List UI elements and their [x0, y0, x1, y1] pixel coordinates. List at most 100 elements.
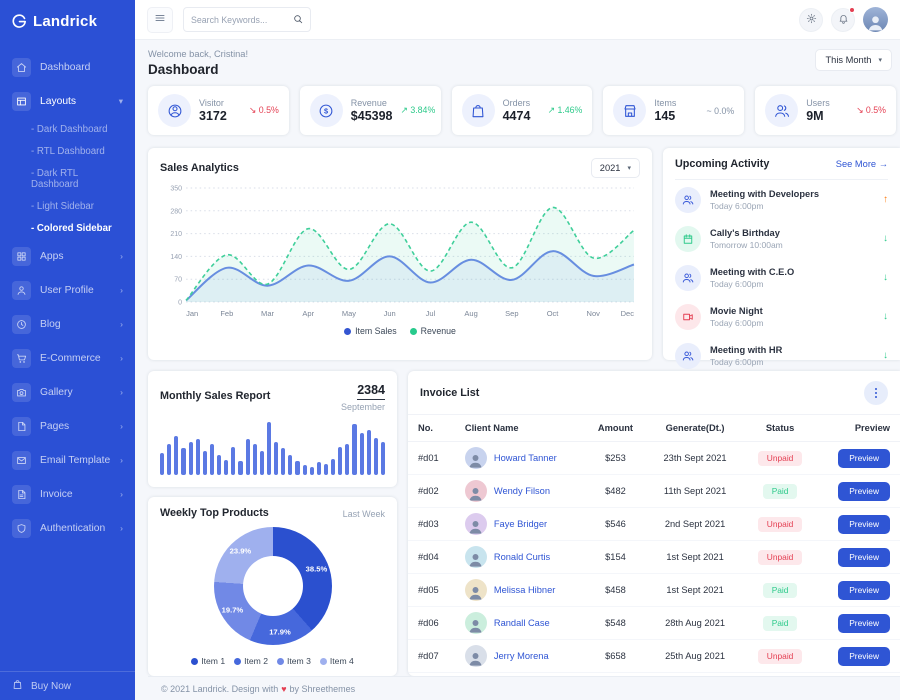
arrow-down-icon: ↓: [883, 311, 888, 322]
preview-button[interactable]: Preview: [838, 580, 890, 600]
activity-item[interactable]: Meeting with HR Today 6:00pm ↓: [675, 336, 888, 375]
activity-list: Meeting with Developers Today 6:00pm ↑ Call…: [675, 180, 888, 375]
legend-item: Revenue: [409, 326, 456, 336]
donut-slice-label: 19.7%: [221, 605, 244, 615]
sidebar-item-e-commerce[interactable]: E-Commerce ›: [0, 341, 135, 375]
stat-label: Items: [654, 98, 677, 108]
svg-text:$: $: [324, 106, 328, 115]
preview-button[interactable]: Preview: [838, 613, 890, 633]
preview-button[interactable]: Preview: [838, 547, 890, 567]
sidebar-item-apps[interactable]: Apps ›: [0, 239, 135, 273]
client-link[interactable]: Faye Bridger: [464, 513, 574, 535]
sidebar-item-email-template[interactable]: Email Template ›: [0, 443, 135, 477]
sales-bar: [167, 443, 172, 475]
preview-button[interactable]: Preview: [838, 646, 890, 666]
invoice-menu-button[interactable]: [864, 381, 888, 405]
legend-item: Item 2: [234, 656, 268, 666]
bell-icon: [838, 11, 849, 29]
activity-item[interactable]: Movie Night Today 6:00pm ↓: [675, 297, 888, 336]
sales-bar: [380, 441, 385, 475]
menu-icon: [154, 11, 166, 29]
status-badge: Unpaid: [757, 516, 803, 532]
sidebar-item-invoice[interactable]: Invoice ›: [0, 477, 135, 511]
svg-text:Feb: Feb: [220, 309, 233, 318]
sidebar-subitem-light-sidebar[interactable]: Light Sidebar: [0, 195, 135, 217]
period-select[interactable]: This Month ▾: [815, 49, 892, 71]
sales-bar: [181, 448, 186, 475]
upcoming-activity-card: Upcoming Activity See More → Meeting wit…: [663, 148, 900, 369]
sidebar-item-authentication[interactable]: Authentication ›: [0, 511, 135, 545]
stat-value: $45398: [350, 109, 393, 123]
sidebar-item-user-profile[interactable]: User Profile ›: [0, 273, 135, 307]
dashboard-content: Welcome back, Cristina! Dashboard This M…: [135, 40, 900, 700]
legend-item: Item 4: [319, 656, 354, 666]
buy-now-label: Buy Now: [31, 680, 72, 692]
activity-item[interactable]: Meeting with Developers Today 6:00pm ↑: [675, 180, 888, 219]
svg-text:Dec: Dec: [621, 309, 635, 318]
status-badge: Paid: [762, 582, 798, 598]
sidebar-item-dashboard[interactable]: Dashboard: [0, 50, 135, 84]
left-column: Monthly Sales Report 2384 September Week…: [148, 371, 397, 676]
notifications-button[interactable]: [831, 6, 855, 32]
see-more-link[interactable]: See More →: [835, 159, 888, 169]
column-header: Client Name: [454, 414, 584, 442]
activity-item[interactable]: Meeting with C.E.O Today 6:00pm ↓: [675, 258, 888, 297]
search-icon[interactable]: [293, 11, 303, 29]
client-link[interactable]: Randall Case: [464, 612, 574, 634]
client-link[interactable]: Jerry Morena: [464, 645, 574, 667]
svg-text:Jul: Jul: [426, 309, 436, 318]
settings-button[interactable]: [799, 7, 823, 32]
mail-icon: [17, 456, 26, 464]
svg-text:Oct: Oct: [547, 309, 560, 318]
client-link[interactable]: Howard Tanner: [464, 447, 574, 469]
heart-icon: ♥: [281, 683, 287, 694]
preview-button[interactable]: Preview: [838, 448, 890, 468]
sales-bar: [224, 459, 229, 475]
notification-badge: [849, 6, 855, 13]
sidebar-subitem-rtl-dashboard[interactable]: RTL Dashboard: [0, 140, 135, 162]
svg-text:Sep: Sep: [505, 309, 518, 318]
sidebar-item-blog[interactable]: Blog ›: [0, 307, 135, 341]
invoice-date: 25th Aug 2021: [647, 639, 743, 673]
invoice-amount: $546: [583, 507, 648, 541]
svg-text:70: 70: [174, 277, 182, 284]
stat-label: Users: [806, 98, 830, 108]
client-link[interactable]: Ronald Curtis: [464, 546, 574, 568]
search-input[interactable]: [191, 14, 289, 25]
sidebar-subitem-colored-sidebar[interactable]: Colored Sidebar: [0, 217, 135, 239]
sales-bar: [302, 465, 307, 475]
stat-label: Visitor: [199, 98, 224, 108]
activity-item[interactable]: Cally's Birthday Tomorrow 10:00am ↓: [675, 219, 888, 258]
chevron-right-icon: ›: [120, 319, 123, 329]
sidebar-item-gallery[interactable]: Gallery ›: [0, 375, 135, 409]
client-link[interactable]: Wendy Filson: [464, 480, 574, 502]
layout-icon: [17, 97, 26, 105]
preview-button[interactable]: Preview: [838, 481, 890, 501]
arrow-down-icon: ↓: [883, 350, 888, 361]
topbar: [135, 0, 900, 40]
year-select[interactable]: 2021 ▾: [590, 158, 640, 178]
hamburger-menu-button[interactable]: [147, 6, 173, 33]
sidebar-subitem-dark-dashboard[interactable]: Dark Dashboard: [0, 118, 135, 140]
svg-text:Mar: Mar: [261, 309, 274, 318]
invoice-no: #d07: [408, 639, 455, 673]
svg-text:210: 210: [170, 231, 182, 238]
buy-now-button[interactable]: Buy Now: [0, 671, 135, 700]
invoice-amount: $154: [583, 540, 648, 574]
sidebar-subitem-dark-rtl-dashboard[interactable]: Dark RTL Dashboard: [0, 162, 135, 195]
preview-button[interactable]: Preview: [838, 514, 890, 534]
sidebar-item-layouts[interactable]: Layouts ▾: [0, 84, 135, 118]
invoice-row: #d06 Randall Case $548 28th Aug 2021 Paid Pre…: [408, 606, 900, 640]
sales-bar: [345, 443, 350, 475]
sales-bar: [359, 433, 364, 475]
shopping-bag-icon: [12, 679, 23, 693]
user-avatar[interactable]: [863, 7, 888, 32]
column-header: Generate(Dt.): [647, 414, 743, 442]
chevron-right-icon: ›: [120, 251, 123, 261]
invoice-date: 28th Aug 2021: [647, 606, 743, 640]
landrick-logo[interactable]: Landrick: [0, 0, 135, 40]
client-link[interactable]: Melissa Hibner: [464, 579, 574, 601]
sidebar-item-pages[interactable]: Pages ›: [0, 409, 135, 443]
sales-bar: [352, 424, 357, 475]
